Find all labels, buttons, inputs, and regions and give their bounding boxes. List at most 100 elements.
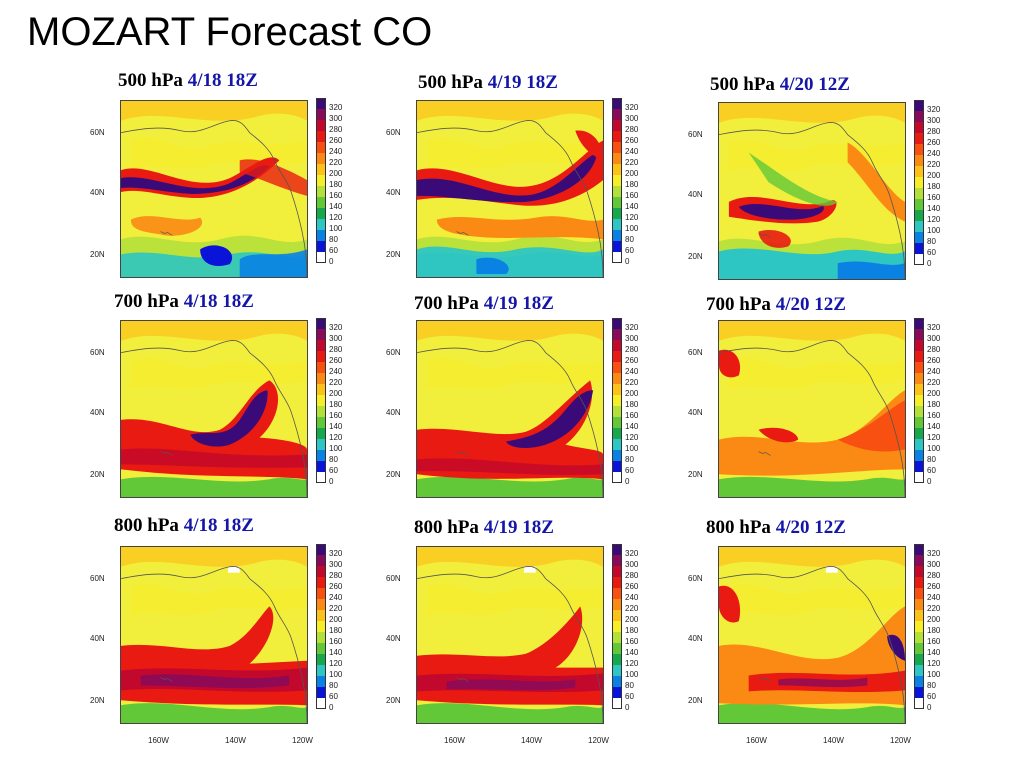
colorbar-tick-label: 120 [625,213,639,222]
colorbar-swatch [914,599,924,610]
colorbar-tick-label: 0 [625,703,630,712]
colorbar-tick-label: 300 [329,560,343,569]
colorbar-tick-label: 160 [927,411,941,420]
colorbar-swatch [612,610,622,621]
latitude-label: 20N [90,470,105,479]
colorbar-swatch [612,351,622,362]
colorbar-tick-label: 160 [625,637,639,646]
colorbar-tick-label: 260 [927,356,941,365]
colorbar-swatch [612,621,622,632]
colorbar-swatch [316,544,326,555]
colorbar-tick-label: 260 [329,356,343,365]
colorbar-swatch [612,208,622,219]
colorbar-swatch [316,610,326,621]
colorbar-tick-label: 140 [927,648,941,657]
latitude-label: 60N [386,348,401,357]
colorbar-tick-label: 160 [329,191,343,200]
colorbar-swatch [612,373,622,384]
pressure-level-label: 800 hPa [114,515,179,536]
colorbar-tick-label: 180 [625,400,639,409]
colorbar-tick-label: 80 [329,235,338,244]
colorbar-tick-label: 260 [329,582,343,591]
colorbar-swatch [316,599,326,610]
panel-title: 700 hPa 4/19 18Z [414,293,554,315]
colorbar-swatch [316,362,326,373]
colorbar-swatch [914,621,924,632]
colorbar-swatch [612,599,622,610]
colorbar-swatch [914,566,924,577]
colorbar-swatch [914,461,924,472]
colorbar-tick-label: 120 [927,433,941,442]
colorbar-tick-label: 240 [927,149,941,158]
colorbar-tick-label: 240 [625,593,639,602]
colorbar-swatch [612,676,622,687]
colorbar-swatch [612,406,622,417]
colorbar-tick-label: 320 [329,549,343,558]
colorbar-tick-label: 200 [927,389,941,398]
colorbar-swatch [612,318,622,329]
colorbar-tick-label: 0 [927,259,932,268]
colorbar-tick-label: 260 [625,582,639,591]
colorbar-tick-label: 220 [329,378,343,387]
forecast-date-label: 4/18 18Z [183,291,254,312]
colorbar-swatch [316,351,326,362]
colorbar-swatch [914,166,924,177]
colorbar-tick-label: 140 [625,422,639,431]
colorbar-tick-label: 180 [927,400,941,409]
colorbar-swatch [914,439,924,450]
colorbar-tick-label: 60 [625,692,634,701]
panel-title: 700 hPa 4/18 18Z [114,291,254,313]
colorbar-swatch [914,122,924,133]
latitude-label: 20N [386,250,401,259]
colorbar-swatch [914,428,924,439]
colorbar-tick-label: 200 [625,615,639,624]
colorbar-swatch [316,428,326,439]
latitude-label: 40N [386,634,401,643]
colorbar-swatch [612,461,622,472]
colorbar-swatch [914,610,924,621]
colorbar-swatch [914,373,924,384]
pressure-level-label: 700 hPa [706,294,771,315]
colorbar-tick-label: 180 [329,626,343,635]
colorbar-tick-label: 140 [927,422,941,431]
colorbar-tick-label: 180 [329,180,343,189]
longitude-label: 160W [746,736,767,745]
latitude-label: 20N [386,470,401,479]
colorbar-swatch [914,654,924,665]
colorbar-tick-label: 100 [927,670,941,679]
colorbar-swatch [316,373,326,384]
colorbar-swatch [612,142,622,153]
longitude-label: 140W [225,736,246,745]
colorbar-tick-label: 100 [329,224,343,233]
panel-title: 500 hPa 4/18 18Z [118,70,258,92]
colorbar-tick-label: 100 [927,226,941,235]
co-concentration-map [718,102,906,280]
longitude-label: 120W [890,736,911,745]
latitude-label: 20N [688,470,703,479]
colorbar-swatch [316,417,326,428]
colorbar-swatch [612,555,622,566]
colorbar-tick-label: 260 [927,138,941,147]
latitude-label: 60N [688,348,703,357]
colorbar-swatch [914,210,924,221]
colorbar-tick-label: 60 [329,466,338,475]
latitude-label: 60N [90,348,105,357]
colorbar-swatch [316,252,326,263]
co-concentration-map [120,546,308,724]
colorbar-swatch [914,676,924,687]
colorbar-swatch [612,566,622,577]
colorbar-swatch [316,142,326,153]
colorbar-tick-label: 0 [625,477,630,486]
colorbar-swatch [316,566,326,577]
colorbar-swatch [914,362,924,373]
colorbar-swatch [316,164,326,175]
colorbar-swatch [914,199,924,210]
colorbar-tick-label: 80 [927,237,936,246]
colorbar-tick-label: 160 [927,637,941,646]
colorbar-tick-label: 60 [927,466,936,475]
colorbar-tick-label: 140 [329,202,343,211]
colorbar-tick-label: 300 [625,560,639,569]
colorbar-swatch [316,153,326,164]
colorbar-tick-label: 240 [329,147,343,156]
colorbar-tick-label: 280 [625,345,639,354]
